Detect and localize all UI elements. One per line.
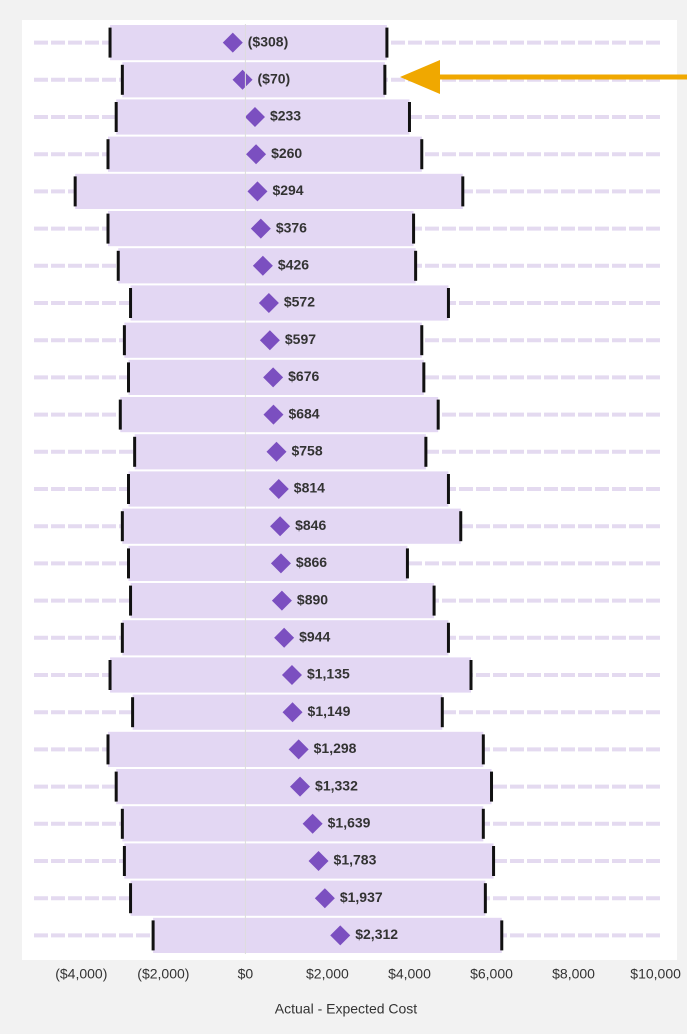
value-diamond — [258, 293, 279, 313]
value-label: $1,135 — [307, 666, 350, 682]
value-diamond — [282, 702, 303, 723]
value-diamond — [302, 813, 323, 834]
value-diamond — [232, 69, 253, 90]
value-diamond — [259, 330, 280, 351]
value-diamond — [263, 404, 284, 425]
value-label: ($70) — [258, 71, 291, 87]
value-label: $2,312 — [355, 926, 398, 942]
value-diamond — [268, 479, 289, 499]
range-bar — [110, 25, 387, 61]
value-diamond — [266, 441, 287, 462]
value-label: $758 — [291, 443, 322, 459]
range-bar — [75, 173, 463, 209]
x-tick-label: $8,000 — [552, 966, 595, 982]
value-label: $233 — [270, 108, 301, 124]
x-tick-label: $10,000 — [630, 966, 681, 982]
value-diamond — [247, 181, 268, 202]
annotation-arrow — [400, 60, 687, 94]
value-label: $1,332 — [315, 777, 358, 793]
value-label: $944 — [299, 629, 330, 645]
range-bar — [130, 880, 486, 916]
value-diamond — [274, 627, 295, 648]
value-label: $866 — [296, 554, 327, 570]
value-diamond — [271, 590, 292, 611]
value-diamond — [222, 32, 243, 53]
value-label: $1,298 — [314, 740, 357, 756]
x-tick-label: $4,000 — [388, 966, 431, 982]
range-bar — [153, 917, 502, 953]
value-label: $376 — [276, 219, 307, 235]
x-tick-label: $0 — [238, 966, 254, 982]
value-diamond — [246, 144, 267, 165]
value-diamond — [314, 888, 335, 909]
value-diamond — [308, 851, 329, 871]
value-diamond — [288, 739, 309, 760]
value-diamond — [281, 665, 302, 685]
value-diamond — [290, 776, 311, 797]
range-bar — [122, 62, 385, 98]
value-label: $260 — [271, 145, 302, 161]
value-label: $1,783 — [334, 852, 377, 868]
x-tick-label: ($4,000) — [55, 966, 107, 982]
rows: ($308) ($70) $233 $260 $294 $376 $426 $572 $597 $… — [34, 25, 660, 953]
x-tick-label: $6,000 — [470, 966, 513, 982]
value-label: $684 — [288, 405, 319, 421]
value-label: ($308) — [248, 33, 288, 49]
value-label: $814 — [294, 480, 325, 496]
value-label: $676 — [288, 368, 319, 384]
value-label: $426 — [278, 257, 309, 273]
range-bar — [122, 508, 461, 544]
range-bar — [128, 545, 408, 581]
value-label: $846 — [295, 517, 326, 533]
value-diamond — [252, 255, 273, 276]
value-diamond — [270, 516, 291, 537]
value-label: $572 — [284, 294, 315, 310]
value-label: $1,149 — [308, 703, 351, 719]
value-diamond — [244, 107, 265, 127]
value-label: $294 — [272, 182, 303, 198]
x-tick-label: ($2,000) — [137, 966, 189, 982]
x-tick-label: $2,000 — [306, 966, 349, 982]
range-bar — [130, 285, 449, 321]
value-diamond — [330, 925, 351, 946]
value-diamond — [270, 553, 291, 574]
value-diamond — [250, 218, 271, 239]
value-diamond — [263, 367, 284, 388]
x-axis-title: Actual - Expected Cost — [275, 1001, 418, 1017]
value-label: $597 — [285, 331, 316, 347]
value-label: $890 — [297, 591, 328, 607]
arrow-head — [400, 60, 440, 94]
value-label: $1,937 — [340, 889, 383, 905]
value-label: $1,639 — [328, 815, 371, 831]
